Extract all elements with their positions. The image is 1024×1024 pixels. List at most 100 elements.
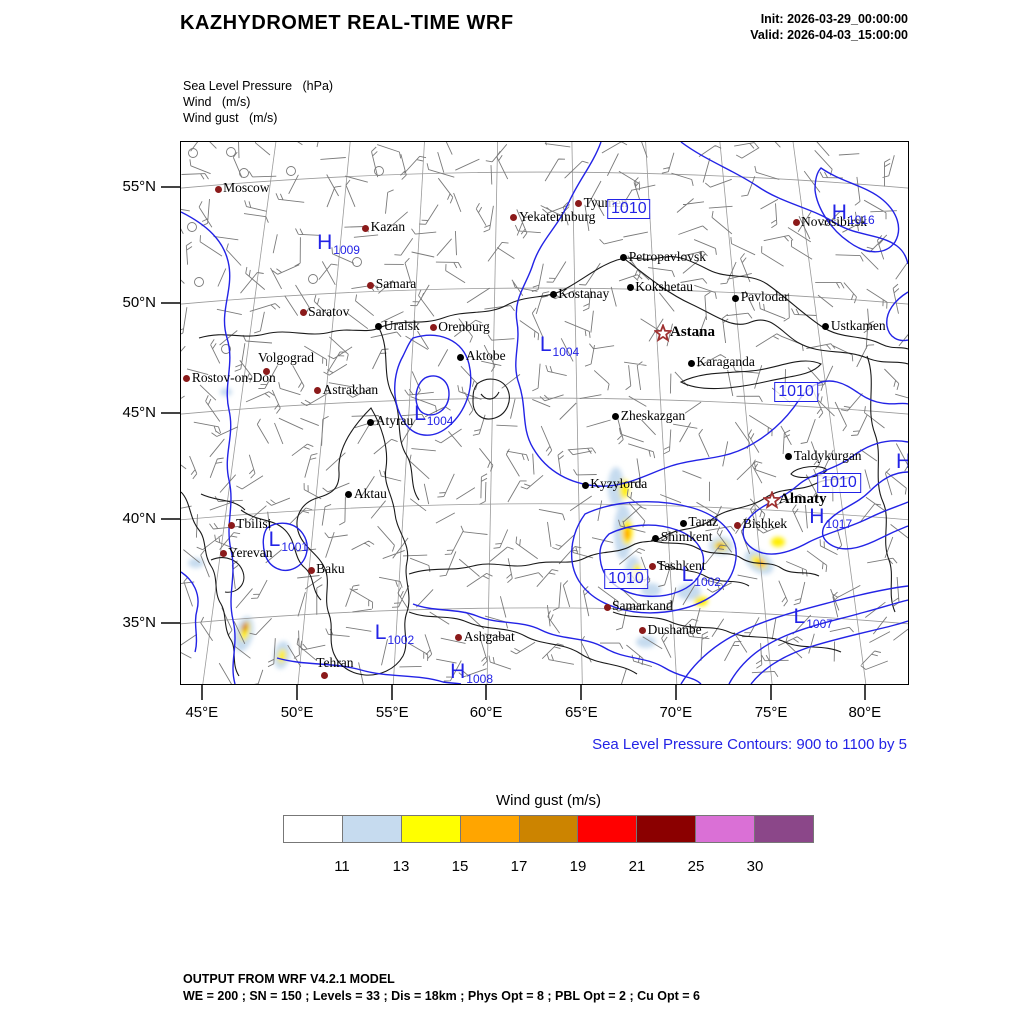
lon-tick bbox=[485, 685, 488, 700]
lon-tick-label: 75°E bbox=[754, 704, 788, 721]
field-item: Sea Level Pressure (hPa) bbox=[183, 79, 334, 93]
pressure-center-label-high: H1016 bbox=[832, 201, 875, 227]
footer-model-line: OUTPUT FROM WRF V4.2.1 MODEL bbox=[183, 972, 395, 986]
colorbar-tick-label: 17 bbox=[510, 858, 528, 875]
city-dot bbox=[652, 534, 660, 542]
city-dot bbox=[219, 550, 227, 558]
city-dot bbox=[620, 254, 628, 262]
lat-tick bbox=[161, 517, 180, 520]
city-label: Shimkent bbox=[660, 529, 713, 545]
city-label: Tbilisi bbox=[236, 516, 272, 532]
city-label: Aktobe bbox=[465, 348, 506, 364]
colorbar bbox=[283, 815, 814, 843]
lon-tick-label: 55°E bbox=[375, 704, 409, 721]
city-label: Samara bbox=[375, 276, 417, 292]
city-label: Ustkamen bbox=[830, 317, 886, 333]
city-dot bbox=[227, 521, 235, 529]
lon-tick-label: 60°E bbox=[469, 704, 503, 721]
city-label: Astrakhan bbox=[322, 381, 379, 397]
city-dot bbox=[262, 367, 270, 375]
city-dot bbox=[375, 323, 383, 331]
pressure-label-layer: H1009 1010 H1016 L1004 L1004 1010 L1001 1010 H10… bbox=[181, 142, 908, 684]
pressure-value: 1016 bbox=[847, 213, 875, 227]
city-label: Zheskazgan bbox=[620, 407, 686, 423]
city-label: Kokshetau bbox=[635, 278, 694, 294]
city-label: Astana bbox=[670, 323, 716, 340]
lat-tick bbox=[161, 621, 180, 624]
pressure-center-label-low: L1001 bbox=[268, 527, 309, 554]
city-dot bbox=[183, 375, 191, 383]
city-dot bbox=[612, 413, 620, 421]
city-label: Atyrau bbox=[375, 413, 414, 429]
lat-tick-label: 50°N bbox=[122, 294, 156, 312]
lon-tick bbox=[580, 685, 583, 700]
city-label: Baku bbox=[316, 561, 345, 577]
city-label: Uralsk bbox=[383, 317, 420, 333]
lon-tick bbox=[863, 685, 866, 700]
pressure-center-label-high: H1009 bbox=[317, 231, 360, 257]
pressure-value: 1002 bbox=[387, 633, 415, 648]
pressure-letter: H bbox=[896, 450, 908, 473]
colorbar-tick-label: 11 bbox=[334, 858, 350, 875]
city-dot bbox=[822, 323, 830, 331]
pressure-center-label-low: L1004 bbox=[414, 402, 453, 428]
pressure-value: 1002 bbox=[694, 575, 721, 590]
city-label: Moscow bbox=[223, 180, 270, 196]
pressure-center-label-low: L1007 bbox=[794, 605, 833, 631]
pressure-letter: L bbox=[539, 333, 552, 357]
city-label: Yerevan bbox=[228, 544, 273, 560]
pressure-value: 1017 bbox=[825, 517, 853, 532]
field-item: Wind gust (m/s) bbox=[183, 111, 278, 125]
city-dot bbox=[362, 224, 370, 232]
city-dot bbox=[687, 359, 695, 367]
city-label: Kazan bbox=[370, 219, 406, 235]
footer-config-line: WE = 200 ; SN = 150 ; Levels = 33 ; Dis … bbox=[183, 989, 700, 1003]
pressure-value: 1004 bbox=[552, 345, 580, 360]
slp-contour-layer bbox=[181, 142, 908, 684]
map-graphics bbox=[181, 142, 908, 684]
pressure-letter: H bbox=[450, 660, 466, 684]
city-label: Ashgabat bbox=[463, 628, 515, 644]
colorbar-tick-label: 15 bbox=[451, 858, 469, 875]
colorbar-tick-label: 19 bbox=[569, 858, 587, 875]
city-label: Samarkand bbox=[612, 598, 673, 614]
city-dot bbox=[457, 353, 465, 361]
lon-tick-label: 50°E bbox=[280, 704, 314, 721]
city-label: Bishkek bbox=[742, 516, 788, 532]
pressure-value: 1001 bbox=[281, 539, 309, 554]
contour-value-label: 1010 bbox=[817, 472, 861, 493]
colorbar-cell bbox=[342, 816, 402, 842]
map-canvas: Moscow Kazan Yekaterinburg Tyumen Novosibirs… bbox=[180, 141, 909, 685]
city-label: Rostov-on-Don bbox=[191, 369, 276, 385]
field-list: Sea Level Pressure (hPa) Wind (m/s) Wind g… bbox=[183, 78, 333, 126]
city-label: Kostanay bbox=[558, 285, 610, 301]
city-dot bbox=[307, 566, 315, 574]
colorbar-title: Wind gust (m/s) bbox=[495, 792, 601, 809]
pressure-value: 1009 bbox=[333, 242, 360, 257]
pressure-center-label-high: H bbox=[896, 450, 908, 474]
city-label: Pavlodar bbox=[740, 289, 789, 305]
city-label: Yekaterinburg bbox=[518, 208, 596, 224]
pressure-letter: L bbox=[374, 621, 387, 645]
city-dot bbox=[367, 418, 375, 426]
city-label: Kyzylorda bbox=[590, 476, 648, 492]
city-label: Taraz bbox=[688, 514, 719, 530]
colorbar-cell bbox=[401, 816, 461, 842]
colorbar-labels: 11 13 15 17 19 21 25 30 bbox=[283, 858, 814, 878]
city-dot bbox=[639, 627, 647, 635]
lon-tick bbox=[296, 685, 299, 700]
lat-tick-label: 40°N bbox=[122, 509, 156, 527]
contour-value: 1010 bbox=[607, 199, 651, 220]
city-dot bbox=[345, 491, 353, 499]
pressure-center-label-low: L1002 bbox=[682, 563, 721, 590]
pressure-letter: L bbox=[268, 527, 281, 551]
colorbar-cell bbox=[578, 816, 638, 842]
city-dot bbox=[792, 219, 800, 227]
contour-value-label: 1010 bbox=[774, 381, 818, 402]
city-dot bbox=[510, 214, 518, 222]
lon-tick bbox=[391, 685, 394, 700]
city-dot bbox=[679, 519, 687, 527]
lat-tick bbox=[161, 302, 180, 305]
pressure-value: 1007 bbox=[806, 616, 833, 631]
city-label: Dushanbe bbox=[647, 621, 702, 637]
